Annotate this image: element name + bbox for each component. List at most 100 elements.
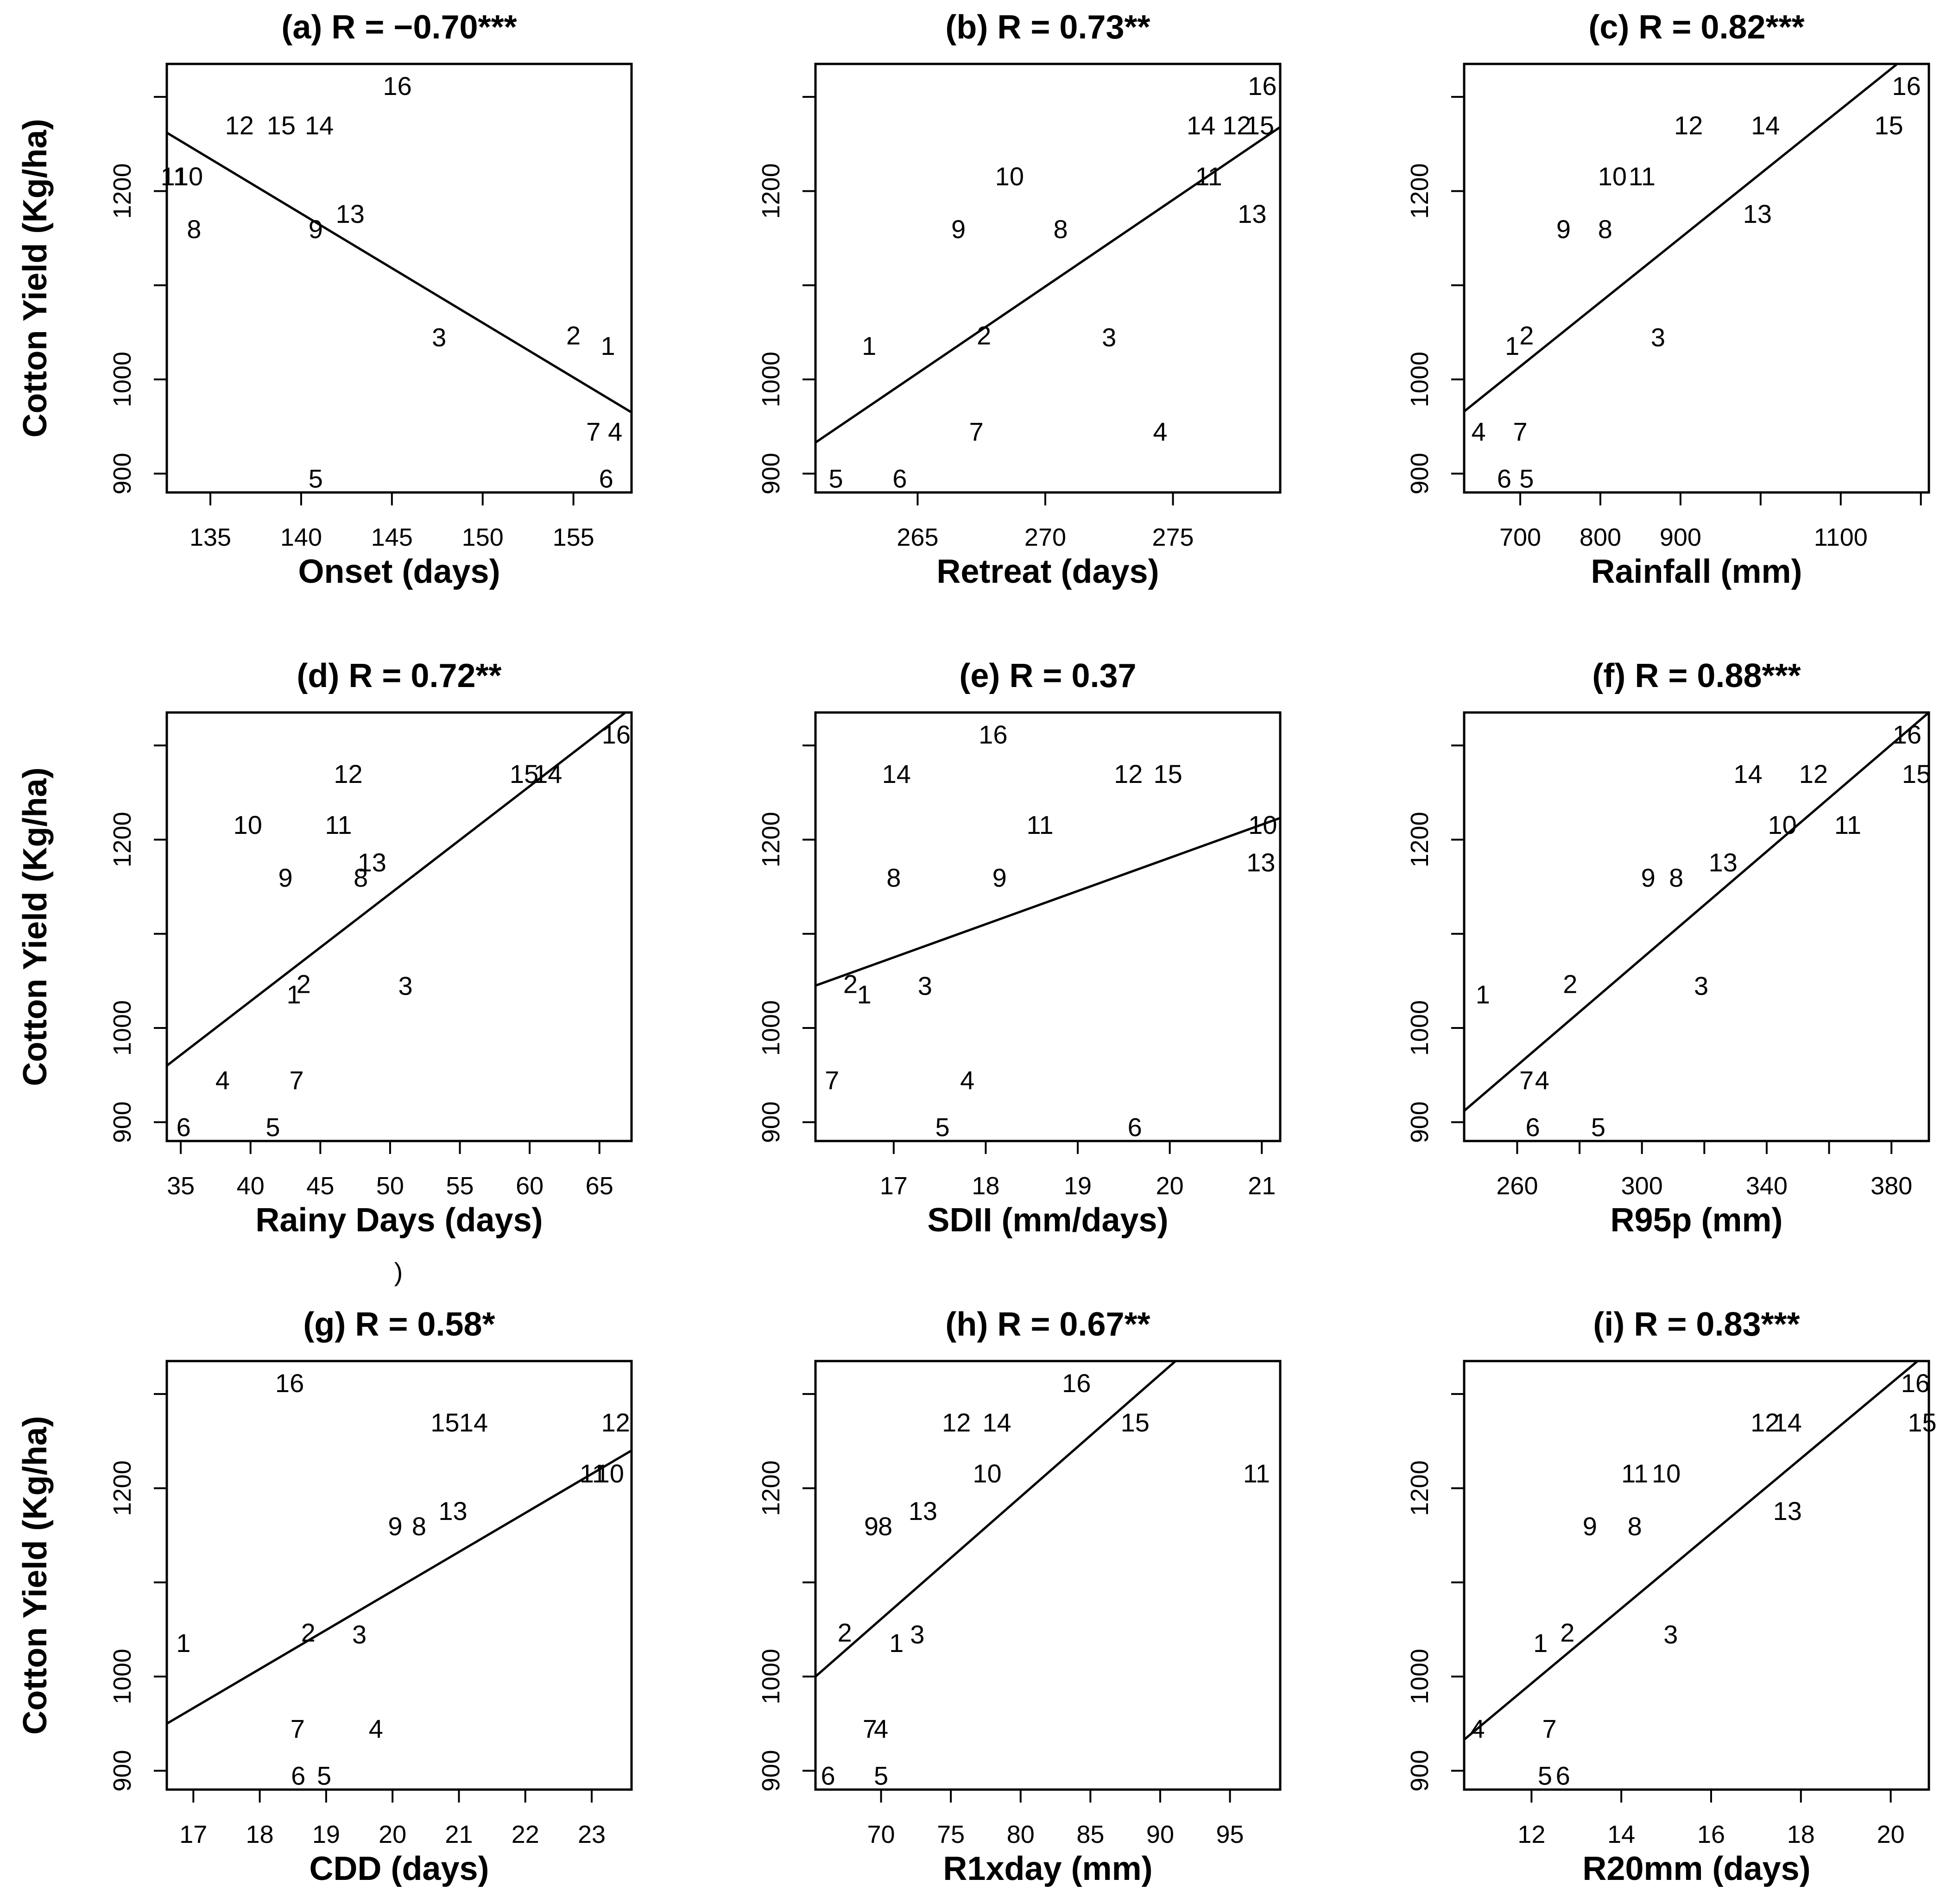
regression-line — [167, 712, 627, 1067]
point-label-14: 14 — [1773, 1408, 1802, 1437]
point-label-12: 12 — [1674, 111, 1703, 140]
plot-frame — [814, 711, 1282, 1142]
x-tick-label: 60 — [516, 1172, 543, 1200]
x-tick-label: 265 — [897, 523, 938, 551]
point-label-9: 9 — [1641, 863, 1656, 892]
x-tick-label: 145 — [371, 523, 413, 551]
x-tick-label: 135 — [190, 523, 231, 551]
panel-c: (c) R = 0.82*** 700 800 900 1100 900 1000 1200 R… — [1406, 9, 1930, 590]
point-label-3: 3 — [918, 971, 932, 1001]
point-label-2: 2 — [1519, 321, 1534, 350]
y-tick-label: 1000 — [108, 1000, 136, 1056]
point-label-7: 7 — [586, 417, 600, 446]
x-tick-label: 75 — [937, 1821, 965, 1848]
x-tick-label: 16 — [1697, 1821, 1725, 1848]
regression-line — [167, 1449, 632, 1725]
point-label-8: 8 — [1598, 214, 1612, 244]
point-label-14: 14 — [305, 111, 334, 140]
point-label-5: 5 — [309, 464, 323, 493]
panel-g: (g) R = 0.58*17 18 19 20 21 22 2390010001200CD… — [17, 1306, 633, 1887]
y-tick-label: 900 — [757, 1750, 785, 1791]
point-label-3: 3 — [1663, 1620, 1678, 1649]
y-tick-label: 1000 — [757, 1649, 785, 1704]
x-tick-label: 700 — [1499, 523, 1541, 551]
plot-frame — [165, 63, 633, 494]
y-axis-label: Cotton Yield (Kg/ha) — [17, 1416, 54, 1735]
point-label-14: 14 — [533, 759, 562, 788]
point-label-13: 13 — [358, 848, 386, 877]
point-label-9: 9 — [1583, 1512, 1597, 1541]
x-tick-label: 380 — [1870, 1172, 1912, 1200]
panel-title: (a) R = −0.70*** — [281, 9, 517, 46]
point-label-13: 13 — [336, 199, 365, 228]
point-label-3: 3 — [398, 971, 412, 1001]
x-tick-label: 45 — [306, 1172, 334, 1200]
x-tick-label: 150 — [462, 523, 504, 551]
y-tick-label: 1200 — [108, 812, 136, 867]
y-tick-label: 1000 — [108, 352, 136, 407]
point-label-11: 11 — [1621, 1459, 1648, 1488]
y-tick-label: 900 — [108, 1101, 136, 1143]
y-tick-label: 1200 — [1406, 812, 1434, 867]
point-label-4: 4 — [1472, 417, 1486, 446]
point-label-14: 14 — [1733, 759, 1762, 788]
x-tick-label: 19 — [1064, 1172, 1092, 1200]
point-label-5: 5 — [317, 1761, 331, 1791]
x-tick-label: 18 — [972, 1172, 999, 1200]
y-tick-label: 1200 — [108, 1460, 136, 1516]
point-label-7: 7 — [1542, 1714, 1557, 1743]
point-label-2: 2 — [1560, 1618, 1574, 1647]
y-tick-label: 1200 — [1406, 1460, 1434, 1516]
x-axis-label: Retreat (days) — [936, 553, 1159, 590]
point-label-9: 9 — [951, 214, 966, 244]
point-label-16: 16 — [383, 71, 411, 101]
panel-i: (i) R = 0.83***12 14 16 18 2090010001200R20m… — [1406, 1306, 1937, 1887]
panel-title: (c) R = 0.82*** — [1588, 9, 1804, 46]
point-label-2: 2 — [838, 1618, 852, 1647]
point-label-11: 11 — [580, 1459, 607, 1488]
point-label-1: 1 — [600, 331, 615, 360]
x-axis-label: R1xday (mm) — [943, 1850, 1152, 1887]
x-tick-label: 65 — [586, 1172, 613, 1200]
point-label-12: 12 — [225, 111, 254, 140]
point-label-10: 10 — [174, 162, 203, 191]
point-label-1: 1 — [1533, 1628, 1548, 1658]
point-label-1: 1 — [1505, 331, 1519, 360]
point-label-2: 2 — [843, 969, 858, 998]
point-label-6: 6 — [599, 464, 613, 493]
y-tick-label: 1000 — [757, 352, 785, 407]
point-label-4: 4 — [1470, 1714, 1485, 1743]
x-tick-label: 21 — [445, 1821, 473, 1848]
point-label-4: 4 — [874, 1714, 888, 1743]
point-label-7: 7 — [969, 417, 984, 446]
point-label-11: 11 — [1195, 162, 1222, 191]
point-label-15: 15 — [510, 759, 538, 788]
y-tick-label: 1000 — [757, 1000, 785, 1056]
x-tick-label: 17 — [179, 1821, 207, 1848]
point-label-15: 15 — [1902, 759, 1931, 788]
point-label-16: 16 — [1248, 71, 1276, 101]
panel-h: (h) R = 0.67**70 75 80 85 90 9590010001200R1x… — [757, 1306, 1282, 1887]
x-axis-label: CDD (days) — [309, 1850, 489, 1887]
x-tick-label: 22 — [512, 1821, 539, 1848]
regression-line — [1464, 64, 1899, 413]
x-tick-label: 900 — [1660, 523, 1701, 551]
point-label-10: 10 — [1598, 162, 1627, 191]
point-label-16: 16 — [1893, 720, 1921, 749]
point-label-12: 12 — [1222, 111, 1251, 140]
panel-title: (f) R = 0.88*** — [1592, 657, 1801, 694]
y-tick-label: 1200 — [1406, 163, 1434, 219]
x-axis-label: R20mm (days) — [1582, 1850, 1810, 1887]
x-tick-label: 18 — [246, 1821, 274, 1848]
x-axis-label: Rainfall (mm) — [1591, 553, 1802, 590]
point-label-8: 8 — [1053, 214, 1068, 244]
y-tick-label: 1000 — [1406, 352, 1434, 407]
panel-title: (g) R = 0.58* — [303, 1306, 495, 1343]
point-label-5: 5 — [1538, 1761, 1552, 1791]
x-tick-label: 1100 — [1814, 523, 1868, 551]
point-label-8: 8 — [354, 863, 368, 892]
x-tick-label: 340 — [1746, 1172, 1788, 1200]
plot-frame — [814, 1360, 1282, 1791]
panel-d: (d) R = 0.72**35 40 45 50 55 60 6590010001200R… — [17, 657, 633, 1239]
x-tick-label: 20 — [1877, 1821, 1905, 1848]
